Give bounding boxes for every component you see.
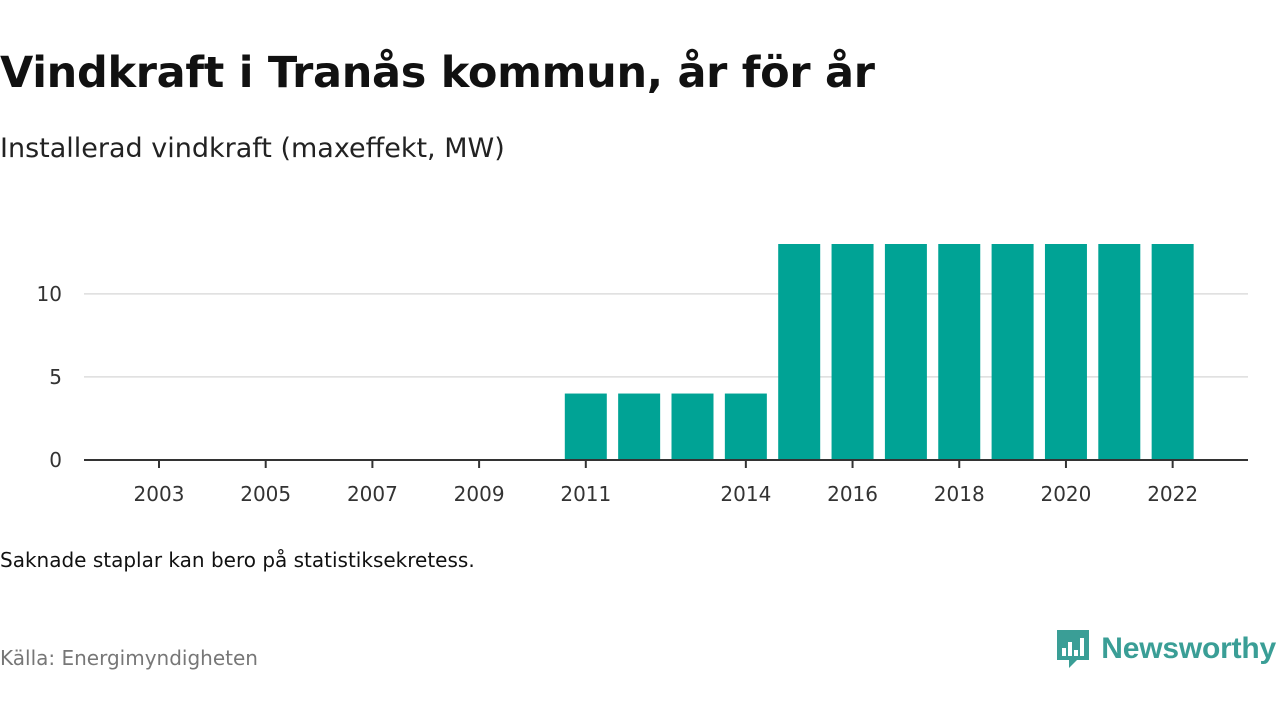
bar-2019 bbox=[991, 244, 1034, 460]
x-tick-label: 2018 bbox=[934, 482, 985, 506]
bar-2015 bbox=[778, 244, 821, 460]
bar-2014 bbox=[724, 393, 767, 460]
bar-2016 bbox=[831, 244, 874, 460]
bar-2011 bbox=[564, 393, 607, 460]
bar-2013 bbox=[671, 393, 714, 460]
chart-title: Vindkraft i Tranås kommun, år för år bbox=[0, 48, 875, 98]
x-tick-label: 2020 bbox=[1040, 482, 1091, 506]
x-tick-label: 2011 bbox=[560, 482, 611, 506]
y-tick-label: 10 bbox=[37, 282, 62, 306]
x-tick-label: 2022 bbox=[1147, 482, 1198, 506]
axes: 0 5 10 2003 2005 2007 2009 2011 2014 2016 2018 2020… bbox=[37, 282, 1248, 506]
x-tick-label: 2005 bbox=[240, 482, 291, 506]
chart-subtitle: Installerad vindkraft (maxeffekt, MW) bbox=[0, 133, 505, 164]
x-tick-label: 2009 bbox=[454, 482, 505, 506]
bar-2022 bbox=[1151, 244, 1194, 460]
x-tick-label: 2016 bbox=[827, 482, 878, 506]
source-credit: Källa: Energimyndigheten bbox=[0, 646, 258, 670]
bar-2018 bbox=[938, 244, 981, 460]
newsworthy-logo-icon bbox=[1057, 630, 1090, 668]
x-tick-label: 2014 bbox=[720, 482, 771, 506]
x-tick-label: 2003 bbox=[134, 482, 185, 506]
y-tick-label: 0 bbox=[49, 448, 62, 472]
bar-2021 bbox=[1098, 244, 1141, 460]
bar-2012 bbox=[618, 393, 661, 460]
newsworthy-logo[interactable]: Newsworthy bbox=[1055, 628, 1276, 670]
newsworthy-logo-text: Newsworthy bbox=[1101, 632, 1276, 665]
x-tick-label: 2007 bbox=[347, 482, 398, 506]
bar-2020 bbox=[1044, 244, 1087, 460]
footnote: Saknade staplar kan bero på statistiksek… bbox=[0, 548, 475, 572]
bar-2017 bbox=[884, 244, 927, 460]
bars bbox=[564, 244, 1194, 460]
y-tick-label: 5 bbox=[49, 365, 62, 389]
